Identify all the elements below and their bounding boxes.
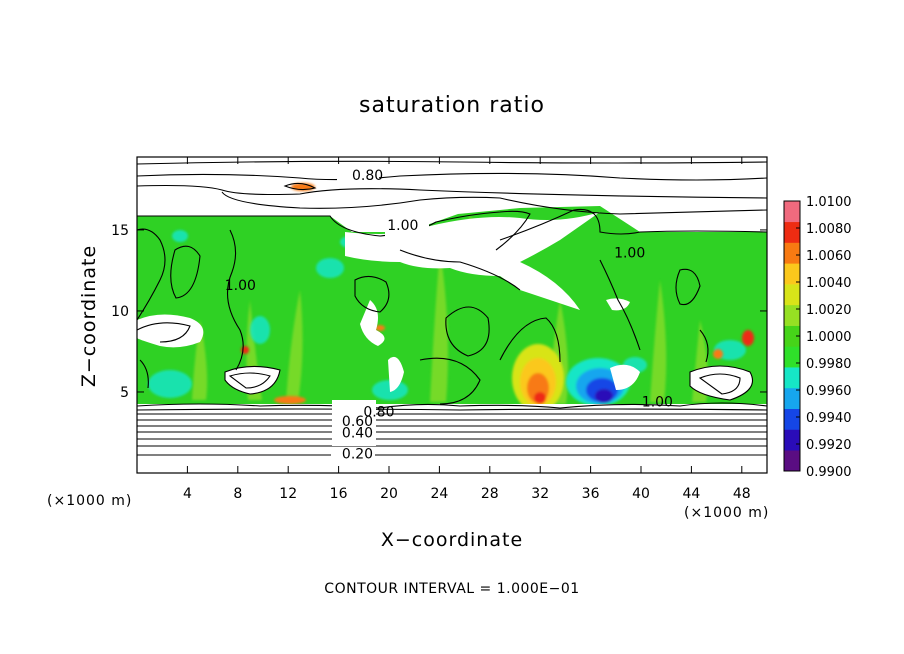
colorbar-tick-label: 0.9960: [806, 384, 852, 399]
colorbar-tick-label: 0.9980: [806, 357, 852, 372]
colorbar-cell: [784, 387, 800, 409]
contour-labels: 0.801.001.001.001.000.800.600.400.20: [225, 168, 673, 463]
x-tick-label: 28: [481, 486, 499, 502]
x-axis-label: X−coordinate: [381, 529, 523, 551]
contour-label: 0.20: [342, 447, 373, 463]
colorbar-tick-label: 1.0080: [806, 222, 852, 237]
field-warm-core: [512, 344, 564, 412]
x-axis-ticks: 4 8 12 16 20 24 28 32 36 40 44 48: [183, 157, 751, 502]
contour-label: 0.40: [342, 425, 373, 441]
contour-label: 1.00: [614, 246, 645, 262]
colorbar-cell: [784, 408, 800, 430]
x-tick-label: 12: [279, 486, 297, 502]
contour-label-halos: [331, 167, 429, 462]
x-tick-label: 36: [582, 486, 600, 502]
contour-label: 1.00: [642, 395, 673, 411]
colorbar-cell: [784, 242, 800, 264]
contour-label: 1.00: [387, 218, 418, 234]
contour-lines: [137, 160, 767, 456]
colorbar-cell: [784, 346, 800, 368]
colorbar-ticks: 1.0100 1.0080 1.0060 1.0040 1.0020 1.0000 0.99…: [796, 195, 852, 480]
contour-label: 0.80: [352, 168, 383, 184]
colorbar-cells: [784, 201, 800, 472]
x-tick-label: 16: [330, 486, 348, 502]
y-axis-label: Z−coordinate: [78, 245, 100, 387]
colorbar-tick-label: 1.0000: [806, 330, 852, 345]
x-tick-label: 20: [380, 486, 398, 502]
y-tick-label: 15: [111, 223, 129, 239]
colorbar-tick-label: 1.0040: [806, 276, 852, 291]
contour-label: 1.00: [225, 278, 256, 294]
y-tick-label: 5: [120, 385, 129, 401]
y-axis-unit: (×1000 m): [47, 493, 132, 509]
x-tick-label: 24: [430, 486, 448, 502]
saturation-field: [137, 160, 767, 473]
x-tick-label: 32: [531, 486, 549, 502]
y-axis-ticks: 5 10 15: [111, 223, 767, 401]
colorbar-cell: [784, 263, 800, 285]
colorbar-cell: [784, 429, 800, 451]
contour-label: 0.60: [342, 414, 373, 430]
x-tick-label: 4: [183, 486, 192, 502]
x-tick-label: 8: [233, 486, 242, 502]
plot-frame: [136, 156, 768, 474]
contour-interval-note: CONTOUR INTERVAL = 1.000E−01: [324, 581, 579, 597]
x-tick-label: 40: [632, 486, 650, 502]
colorbar-cell: [784, 284, 800, 306]
plot-area: [136, 156, 768, 474]
x-tick-label: 48: [733, 486, 751, 502]
x-axis-unit: (×1000 m): [684, 505, 769, 521]
colorbar-cell: [784, 221, 800, 243]
contour-label: 0.80: [363, 404, 394, 420]
colorbar-tick-label: 1.0020: [806, 303, 852, 318]
colorbar-cell: [784, 201, 800, 223]
colorbar-cell: [784, 325, 800, 347]
colorbar-tick-label: 1.0100: [806, 195, 852, 210]
y-tick-label: 10: [111, 304, 129, 320]
colorbar-cell: [784, 367, 800, 389]
chart-title: saturation ratio: [359, 93, 545, 118]
colorbar-tick-label: 0.9940: [806, 411, 852, 426]
x-tick-label: 44: [682, 486, 700, 502]
colorbar-cell: [784, 450, 800, 472]
colorbar-tick-label: 0.9920: [806, 438, 852, 453]
colorbar: 1.0100 1.0080 1.0060 1.0040 1.0020 1.0000 0.99…: [783, 195, 852, 480]
colorbar-tick-label: 0.9900: [806, 465, 852, 480]
colorbar-tick-label: 1.0060: [806, 249, 852, 264]
colorbar-cell: [784, 304, 800, 326]
